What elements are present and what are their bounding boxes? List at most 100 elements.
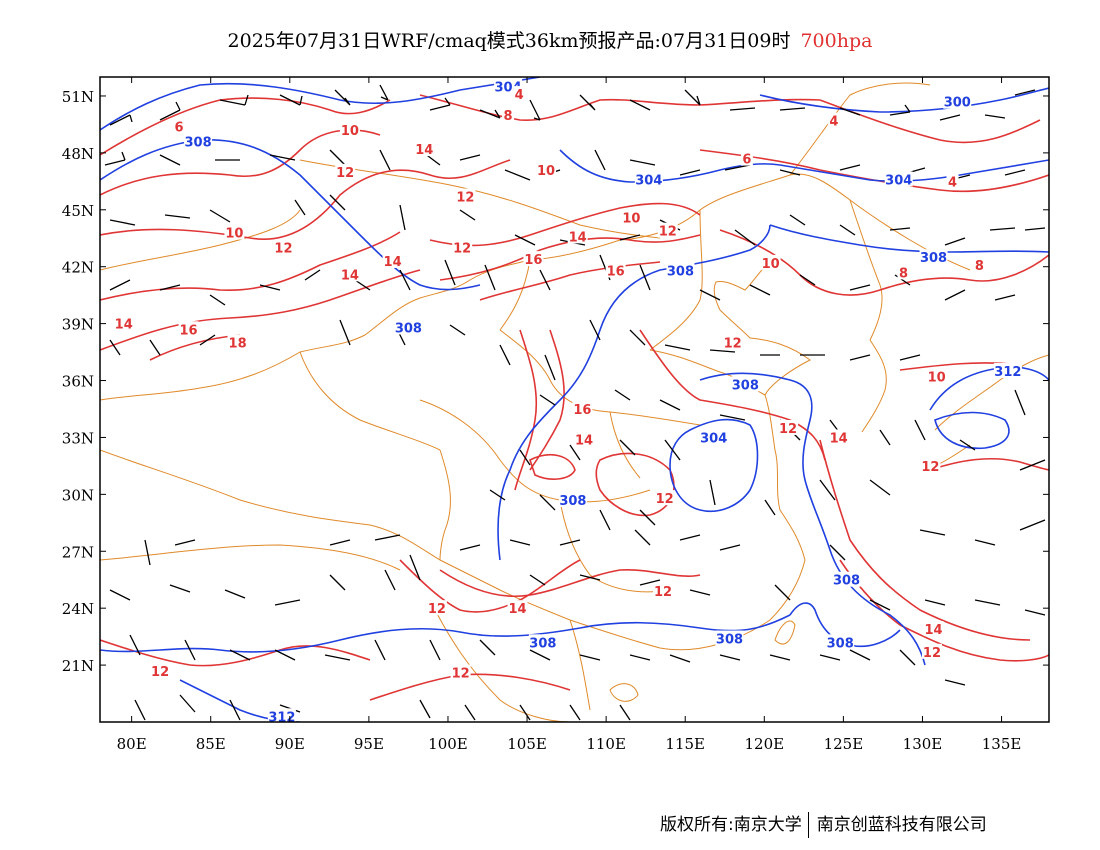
height-contour-label: 308 xyxy=(833,574,860,589)
wind-barb xyxy=(444,259,456,286)
height-contour-304-low xyxy=(669,418,759,512)
wind-barb xyxy=(734,229,756,246)
province-line-7 xyxy=(439,449,451,561)
wind-barb xyxy=(399,204,406,231)
wind-barb xyxy=(1014,389,1026,416)
wind-barb xyxy=(209,209,231,223)
height-contour-label-bg xyxy=(731,376,760,392)
wind-barb xyxy=(629,329,646,346)
wind-barb xyxy=(209,294,226,306)
temp-contour-12-south xyxy=(399,559,581,613)
wind-barb xyxy=(539,269,551,291)
temperature-contour-label-bg xyxy=(414,141,435,157)
wind-barb xyxy=(479,639,496,656)
temperature-contour-label: 14 xyxy=(384,255,402,270)
temperature-contour-label-bg xyxy=(335,163,356,179)
korea-peninsula xyxy=(861,339,887,433)
lon-tick-label: 115E xyxy=(665,735,705,753)
wind-barb xyxy=(199,334,216,346)
wind-barb xyxy=(104,151,126,166)
temperature-contour-label-bg xyxy=(536,161,557,177)
wind-barb xyxy=(869,599,891,611)
height-contour-label: 308 xyxy=(559,494,586,509)
height-contour-label-bg xyxy=(528,634,557,650)
wind-barb xyxy=(399,269,411,291)
height-contour-label-bg xyxy=(699,429,728,445)
wind-barb xyxy=(799,274,816,286)
wind-barb xyxy=(659,399,681,411)
height-contour-label-bg xyxy=(826,634,855,650)
wind-barb xyxy=(819,479,836,501)
temperature-contour-label: 14 xyxy=(569,230,587,245)
temperature-contour-label-bg xyxy=(621,209,642,225)
wind-barb xyxy=(109,589,131,601)
wind-barb xyxy=(269,154,296,161)
wind-barb xyxy=(464,704,476,721)
temp-contour-14-east-mid xyxy=(819,439,1031,641)
lat-tick-label: 39N xyxy=(62,316,94,334)
wind-barb xyxy=(629,159,656,166)
height-contour-308-nw xyxy=(100,139,481,291)
temperature-contour-label-bg xyxy=(778,419,799,435)
kazakh-border xyxy=(100,209,301,271)
temp-contour-12-loop xyxy=(595,452,675,517)
temperature-contour-label: 4 xyxy=(829,115,838,130)
wind-barb xyxy=(134,699,146,721)
wind-barb xyxy=(374,534,401,541)
temperature-contour-label-bg xyxy=(572,400,593,416)
lat-tick-label: 36N xyxy=(62,373,94,391)
wind-barb xyxy=(579,654,601,661)
wind-barb xyxy=(729,107,756,111)
height-contour-label-bg xyxy=(666,262,695,278)
wind-barb xyxy=(959,439,976,451)
wind-barb xyxy=(1019,459,1046,471)
lat-tick-label: 24N xyxy=(62,600,94,618)
mongolia-border xyxy=(299,159,661,239)
temperature-contour-label: 14 xyxy=(924,623,942,638)
china-inner-1 xyxy=(649,209,703,351)
wind-barb xyxy=(764,499,776,516)
wind-barb xyxy=(839,164,861,171)
temp-contour-12-se xyxy=(839,559,1049,662)
wind-barb xyxy=(899,354,921,361)
wind-barb xyxy=(779,107,806,111)
lon-tick-label: 80E xyxy=(117,735,147,753)
temp-contour-12-sw xyxy=(100,639,371,667)
wind-barb xyxy=(779,169,801,176)
plot-frame xyxy=(99,76,1050,723)
temperature-contour-label: 14 xyxy=(115,318,133,333)
wind-barb xyxy=(1024,609,1046,616)
temp-contour-6 xyxy=(100,97,391,156)
wind-barb xyxy=(579,574,601,581)
temperature-contour-label: 8 xyxy=(975,259,984,274)
wind-barb xyxy=(579,94,596,111)
wind-barb xyxy=(259,284,281,291)
wind-barb xyxy=(559,539,581,546)
temp-contour-16-loop xyxy=(529,454,576,480)
lat-tick-label: 51N xyxy=(62,88,94,106)
wind-barb xyxy=(719,414,746,421)
wind-barb xyxy=(529,649,551,661)
wind-barb xyxy=(179,694,196,713)
temperature-contour-label-bg xyxy=(897,264,910,280)
temperature-contour-label: 12 xyxy=(453,242,471,257)
wind-barb xyxy=(689,589,711,596)
temperature-contour-label-bg xyxy=(450,664,471,680)
wind-barb xyxy=(984,114,1006,119)
wind-barb xyxy=(619,439,636,456)
wind-barb xyxy=(629,654,651,661)
temperature-contour-label-bg xyxy=(507,600,528,616)
temperature-contour-label-bg xyxy=(173,118,186,134)
wind-barb xyxy=(719,544,741,551)
wind-barb xyxy=(819,654,841,661)
wind-barb xyxy=(519,449,531,466)
height-contour-label-bg xyxy=(558,492,587,508)
temperature-contour-label: 12 xyxy=(724,337,742,352)
temperature-contour-label-bg xyxy=(502,106,515,122)
wind-barb xyxy=(409,554,421,581)
temperature-contour-label: 14 xyxy=(830,431,848,446)
temperature-contour-label: 12 xyxy=(274,242,292,257)
height-contour-304-east xyxy=(779,159,1049,182)
lon-tick-label: 105E xyxy=(507,735,547,753)
